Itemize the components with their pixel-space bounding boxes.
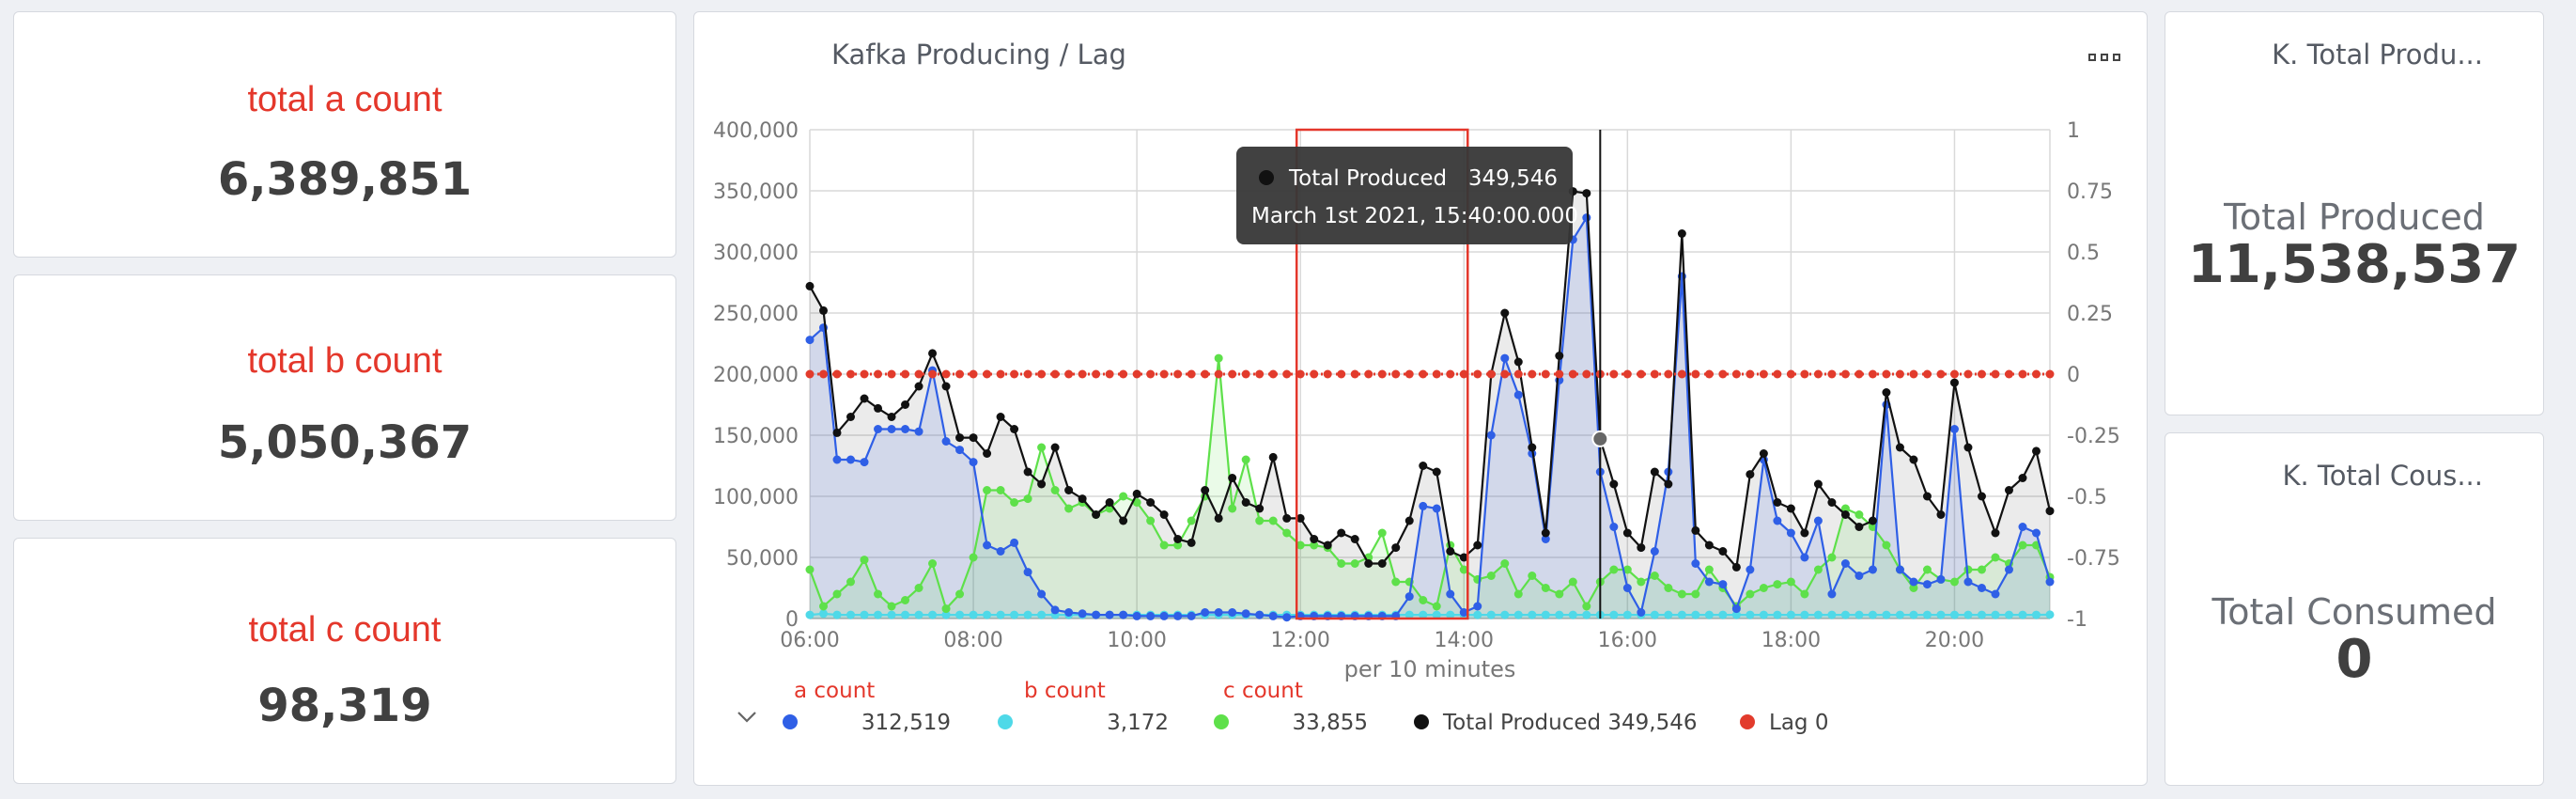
chart-panel[interactable]: Kafka Producing / Lag	[693, 11, 2148, 786]
stat-label-b: total b count	[247, 341, 442, 381]
ellipsis-icon[interactable]	[2088, 54, 2120, 63]
stat-panel-b[interactable]: total b count 5,050,367	[13, 274, 676, 521]
kpi-title-consumed: K. Total Cous...	[2282, 460, 2483, 492]
stat-label-c: total c count	[248, 610, 442, 650]
stat-value-a: 6,389,851	[217, 153, 473, 206]
kpi-panel-produced[interactable]: K. Total Produ... Total Produced 11,538,…	[2165, 11, 2544, 415]
kpi-value-consumed: 0	[2335, 629, 2373, 690]
stat-label-a: total a count	[247, 80, 442, 119]
stat-panel-c[interactable]: total c count 98,319	[13, 538, 676, 784]
kpi-title-produced: K. Total Produ...	[2272, 39, 2483, 70]
kpi-value-produced: 11,538,537	[2187, 234, 2522, 295]
kpi-panel-consumed[interactable]: K. Total Cous... Total Consumed 0	[2165, 432, 2544, 786]
kpi-label-consumed: Total Consumed	[2211, 591, 2497, 633]
chart-title: Kafka Producing / Lag	[831, 39, 1126, 70]
stat-panel-a[interactable]: total a count 6,389,851	[13, 11, 676, 258]
stat-value-b: 5,050,367	[217, 416, 473, 469]
kpi-label-produced: Total Produced	[2224, 196, 2485, 238]
stat-value-c: 98,319	[257, 680, 432, 732]
